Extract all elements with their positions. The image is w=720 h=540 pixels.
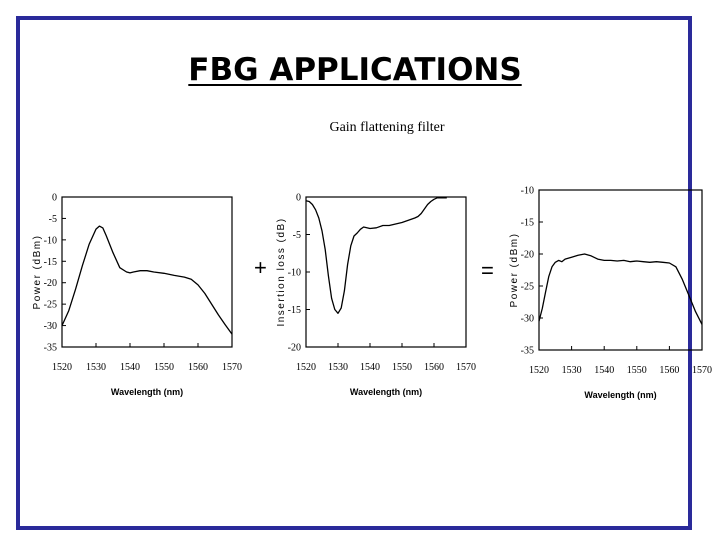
x-tick-label: 1570 <box>456 362 476 373</box>
equals-sign: = <box>481 258 494 283</box>
y-tick-label: -5 <box>49 214 57 225</box>
x-tick-label: 1520 <box>529 365 549 376</box>
x-tick-label: 1530 <box>562 365 582 376</box>
x-tick-label: 1540 <box>594 365 614 376</box>
series-line <box>538 253 703 325</box>
y-tick-label: -30 <box>521 314 534 325</box>
y-tick-label: -15 <box>288 305 301 316</box>
y-tick-label: -10 <box>44 235 57 246</box>
x-tick-label: 1540 <box>360 362 380 373</box>
plot-frame <box>538 189 703 351</box>
y-tick-label: -25 <box>521 282 534 293</box>
x-tick-label: 1560 <box>659 365 679 376</box>
power-chart: 0 -5 -10 -15 -20 -25 -30 -35 1520 1530 1540 1550 156… <box>32 193 242 398</box>
slide-subtitle: Gain flattening filter <box>329 120 445 135</box>
y-axis-label: Power (dBm) <box>509 233 520 308</box>
y-tick-label: -35 <box>44 343 57 354</box>
y-tick-label: -10 <box>521 186 534 197</box>
x-tick-label: 1570 <box>222 362 242 373</box>
series-line <box>305 197 447 314</box>
y-tick-label: -15 <box>44 257 57 268</box>
x-tick-label: 1570 <box>692 365 712 376</box>
y-tick-label: -25 <box>44 300 57 311</box>
x-tick-label: 1540 <box>120 362 140 373</box>
x-tick-label: 1550 <box>392 362 412 373</box>
plot-frame <box>61 196 233 348</box>
y-axis-label: Power (dBm) <box>32 235 43 310</box>
x-tick-label: 1520 <box>52 362 72 373</box>
y-tick-label: -20 <box>521 250 534 261</box>
x-tick-label: 1560 <box>188 362 208 373</box>
x-axis-label: Wavelength (nm) <box>111 387 183 397</box>
insertion-loss-chart: 0 -5 -10 -15 -20 1520 1530 1540 1550 1560 1570 Wave… <box>276 193 476 398</box>
y-tick-label: -15 <box>521 218 534 229</box>
x-tick-label: 1530 <box>328 362 348 373</box>
y-tick-label: -30 <box>44 321 57 332</box>
y-tick-label: 0 <box>296 193 301 204</box>
series-line <box>61 225 233 335</box>
y-tick-label: -20 <box>288 343 301 354</box>
y-tick-label: -35 <box>521 346 534 357</box>
plot-frame <box>305 196 467 348</box>
y-axis-label: Insertion loss (dB) <box>276 217 287 326</box>
slide-title: FBG APPLICATIONS <box>188 52 522 88</box>
plus-sign: + <box>254 255 267 280</box>
y-tick-label: -20 <box>44 278 57 289</box>
x-tick-label: 1530 <box>86 362 106 373</box>
x-tick-label: 1550 <box>627 365 647 376</box>
x-tick-label: 1520 <box>296 362 316 373</box>
x-axis-label: Wavelength (nm) <box>584 390 656 400</box>
flattened-power-chart: -10 -15 -20 -25 -30 -35 1520 1530 1540 1550 1560 15… <box>509 186 712 401</box>
y-tick-label: -10 <box>288 268 301 279</box>
y-tick-label: -5 <box>293 230 301 241</box>
x-tick-label: 1550 <box>154 362 174 373</box>
x-axis-label: Wavelength (nm) <box>350 387 422 397</box>
y-tick-label: 0 <box>52 193 57 204</box>
x-tick-label: 1560 <box>424 362 444 373</box>
